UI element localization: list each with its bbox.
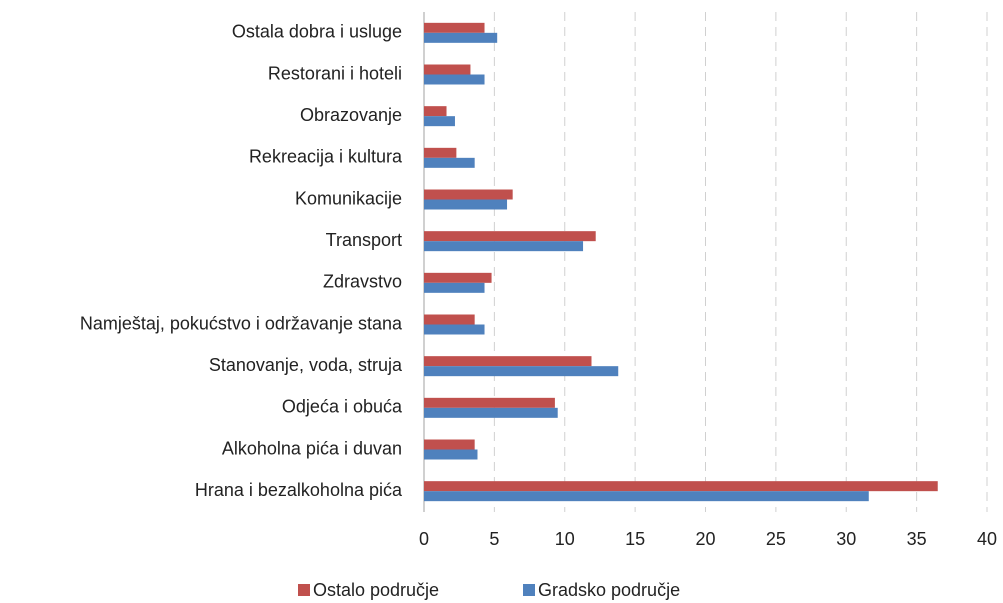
bar <box>424 272 492 283</box>
legend-label: Gradsko područje <box>538 580 680 600</box>
bar <box>424 314 475 325</box>
bar <box>424 189 513 200</box>
x-tick-label: 0 <box>419 529 429 549</box>
bar <box>424 241 584 252</box>
x-tick-label: 5 <box>489 529 499 549</box>
y-tick-label: Namještaj, pokućstvo i održavanje stana <box>80 313 403 333</box>
x-tick-label: 15 <box>625 529 645 549</box>
y-tick-label: Obrazovanje <box>300 105 402 125</box>
y-tick-label: Odjeća i obuća <box>282 397 403 417</box>
bar <box>424 64 471 75</box>
legend-label: Ostalo područje <box>313 580 439 600</box>
legend-swatch <box>523 584 535 596</box>
bar <box>424 106 447 117</box>
y-tick-label: Zdravstvo <box>323 272 402 292</box>
bar <box>424 32 498 43</box>
x-tick-label: 30 <box>836 529 856 549</box>
y-tick-label: Alkoholna pića i duvan <box>222 438 402 458</box>
x-tick-label: 40 <box>977 529 997 549</box>
legend-swatch <box>298 584 310 596</box>
y-tick-label: Transport <box>326 230 402 250</box>
bar <box>424 449 478 460</box>
bar <box>424 397 555 408</box>
bar <box>424 407 558 418</box>
bar <box>424 199 508 210</box>
y-tick-label: Ostala dobra i usluge <box>232 22 402 42</box>
bar <box>424 22 485 33</box>
bar <box>424 356 592 367</box>
y-tick-label: Komunikacije <box>295 188 402 208</box>
bar <box>424 366 619 377</box>
y-tick-label: Hrana i bezalkoholna pića <box>195 480 403 500</box>
bar <box>424 116 455 127</box>
x-tick-label: 35 <box>907 529 927 549</box>
x-tick-label: 10 <box>555 529 575 549</box>
bar <box>424 324 485 335</box>
bar <box>424 282 485 293</box>
bar <box>424 439 475 450</box>
x-tick-label: 25 <box>766 529 786 549</box>
x-tick-label: 20 <box>695 529 715 549</box>
bar <box>424 491 869 502</box>
y-tick-label: Rekreacija i kultura <box>249 147 403 167</box>
y-tick-label: Stanovanje, voda, struja <box>209 355 403 375</box>
bar <box>424 481 938 492</box>
bar <box>424 147 457 158</box>
y-tick-label: Restorani i hoteli <box>268 63 402 83</box>
bar <box>424 74 485 85</box>
bar <box>424 157 475 168</box>
bar <box>424 231 596 242</box>
